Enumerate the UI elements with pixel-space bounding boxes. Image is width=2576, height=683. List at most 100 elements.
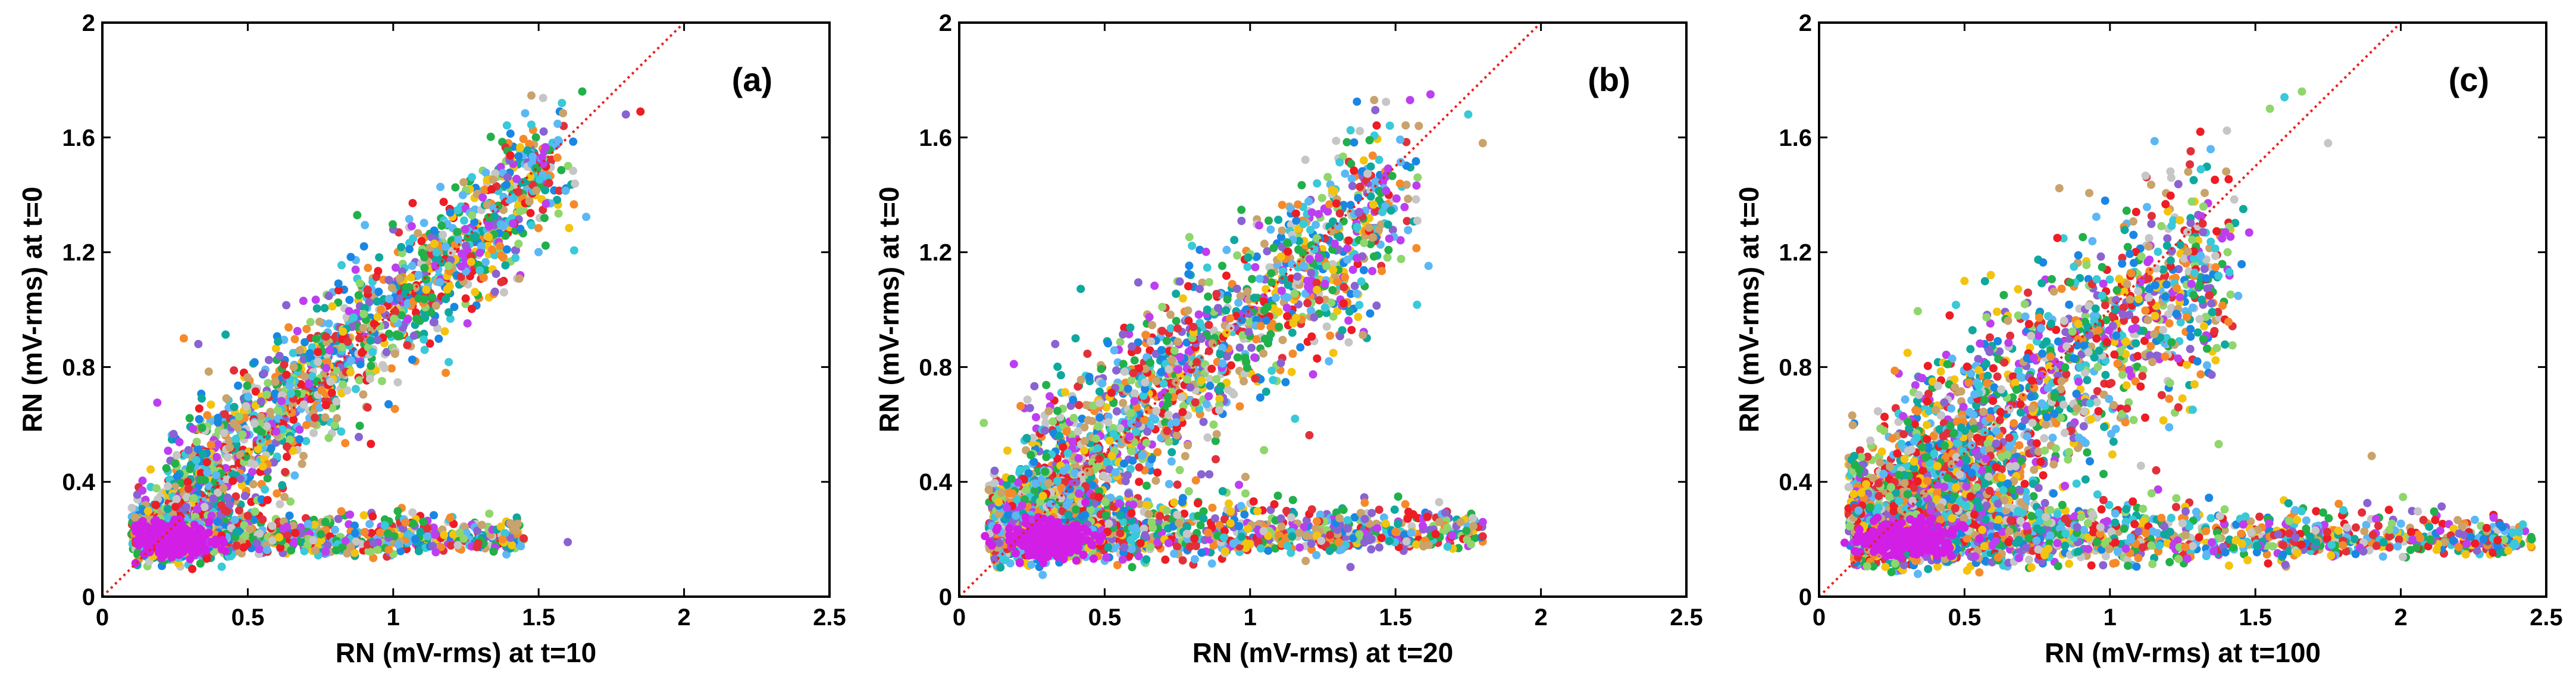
- scatter-point: [1277, 286, 1286, 295]
- scatter-point: [258, 515, 267, 524]
- scatter-point: [309, 429, 318, 438]
- scatter-point: [1259, 349, 1268, 358]
- scatter-point: [565, 224, 574, 232]
- scatter-point: [1411, 157, 1420, 166]
- scatter-point: [151, 501, 160, 509]
- scatter-point-core: [210, 537, 219, 545]
- scatter-point: [186, 464, 195, 473]
- scatter-point: [230, 366, 239, 375]
- scatter-point: [1325, 357, 1334, 366]
- scatter-point: [1127, 447, 1135, 456]
- scatter-point: [422, 275, 430, 284]
- scatter-point: [1094, 422, 1103, 431]
- scatter-point: [1267, 269, 1276, 277]
- scatter-point: [446, 314, 455, 323]
- panel-label: (a): [732, 61, 772, 98]
- scatter-point: [1134, 338, 1143, 347]
- scatter-point: [302, 436, 311, 445]
- scatter-point: [275, 533, 283, 542]
- scatter-point: [497, 277, 506, 286]
- scatter-point: [364, 263, 373, 272]
- scatter-point: [420, 335, 428, 344]
- scatter-point: [192, 438, 201, 446]
- scatter-point: [1165, 479, 1173, 488]
- scatter-point: [353, 211, 362, 220]
- scatter-point: [1375, 226, 1383, 235]
- scatter-point: [309, 536, 318, 545]
- scatter-point: [1068, 437, 1077, 446]
- scatter-point: [436, 278, 444, 286]
- scatter-point: [355, 376, 364, 385]
- scatter-point: [384, 529, 392, 538]
- scatter-point: [1287, 367, 1296, 376]
- scatter-point: [325, 346, 334, 355]
- scatter-point: [328, 404, 337, 413]
- scatter-point: [1235, 402, 1244, 411]
- scatter-point: [315, 317, 324, 326]
- scatter-point: [1251, 263, 1260, 272]
- scatter-point: [284, 323, 293, 332]
- scatter-point: [1172, 431, 1181, 439]
- scatter-point-outlier: [564, 538, 572, 547]
- scatter-point: [1267, 366, 1276, 375]
- scatter-point: [255, 545, 264, 554]
- scatter-point: [264, 355, 273, 364]
- scatter-point: [250, 419, 259, 428]
- scatter-point: [1053, 362, 1062, 371]
- scatter-point: [232, 541, 241, 550]
- scatter-point: [423, 532, 432, 541]
- scatter-point: [502, 180, 511, 189]
- scatter-point: [243, 381, 252, 390]
- scatter-point: [541, 186, 550, 195]
- scatter-point: [243, 512, 252, 520]
- scatter-point: [1046, 392, 1054, 401]
- scatter-point: [143, 507, 152, 516]
- scatter-point: [1315, 296, 1323, 305]
- scatter-point: [1197, 470, 1206, 479]
- scatter-point: [332, 397, 341, 406]
- scatter-point: [535, 175, 544, 184]
- scatter-point: [1368, 151, 1377, 160]
- scatter-point: [1335, 209, 1344, 218]
- scatter-point: [255, 529, 264, 538]
- scatter-point: [273, 489, 281, 498]
- scatter-point: [274, 337, 283, 346]
- scatter-point: [1198, 278, 1207, 287]
- scatter-point: [481, 258, 490, 267]
- scatter-point: [214, 413, 223, 422]
- scatter-point: [431, 262, 440, 271]
- scatter-point: [1345, 307, 1354, 316]
- scatter-point: [189, 494, 198, 503]
- scatter-point: [300, 547, 309, 556]
- scatter-point: [430, 226, 439, 235]
- scatter-point: [1256, 393, 1264, 402]
- scatter-point: [355, 432, 363, 441]
- scatter-point: [1294, 200, 1303, 209]
- scatter-point: [405, 214, 414, 223]
- scatter-point: [279, 524, 288, 533]
- scatter-point: [1195, 245, 1204, 254]
- scatter-point: [1073, 382, 1082, 391]
- scatter-point: [425, 339, 434, 348]
- scatter-point: [501, 261, 510, 270]
- scatter-point: [196, 559, 205, 568]
- scatter-point: [1366, 309, 1375, 318]
- scatter-point: [350, 548, 359, 557]
- scatter-point: [343, 549, 352, 558]
- scatter-point: [1126, 464, 1135, 473]
- scatter-point: [1112, 407, 1121, 416]
- scatter-point: [311, 546, 320, 555]
- scatter-point: [293, 327, 302, 335]
- scatter-point: [257, 495, 266, 504]
- scatter-point: [1262, 285, 1270, 294]
- scatter-point: [569, 166, 578, 175]
- scatter-point: [1403, 217, 1411, 226]
- scatter-point-core: [160, 551, 168, 560]
- y-tick-label: 0: [82, 584, 95, 610]
- scatter-point: [488, 245, 497, 254]
- scatter-point: [1347, 160, 1356, 169]
- scatter-point-core: [218, 535, 227, 544]
- y-tick-label: 2: [82, 10, 95, 36]
- scatter-point: [1209, 420, 1218, 429]
- scatter-point: [1168, 448, 1176, 457]
